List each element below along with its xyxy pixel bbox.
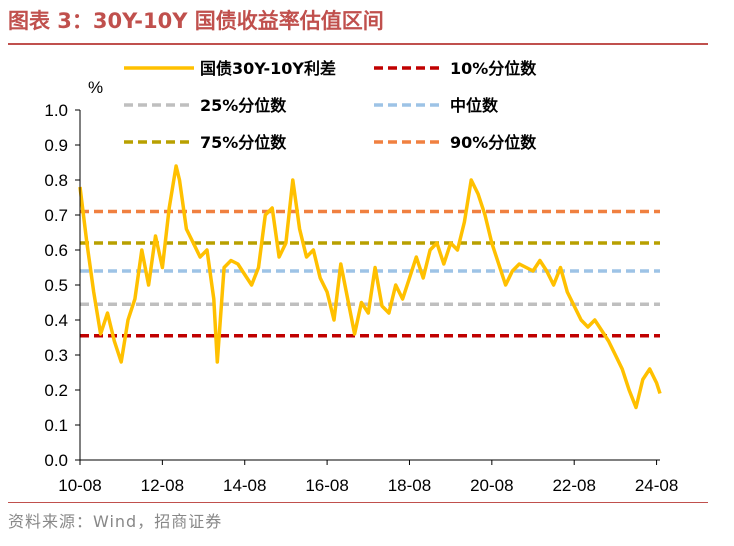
legend-label: 90%分位数 [450,133,537,152]
plot-area [78,164,662,410]
legend-label: 国债30Y-10Y利差 [200,59,336,78]
y-tick-label: 0.5 [44,276,68,295]
y-tick-label: 0.8 [44,171,68,190]
y-tick-label: 0.1 [44,416,68,435]
legend-label: 中位数 [450,96,499,115]
x-tick-label: 14-08 [223,476,266,495]
x-tick-label: 18-08 [388,476,431,495]
y-tick-label: 0.0 [44,451,68,470]
y-tick-label: 0.6 [44,241,68,260]
title-divider [8,43,708,45]
spread-series-line [78,164,662,410]
legend-label: 25%分位数 [200,96,287,115]
y-tick-label: 0.9 [44,136,68,155]
legend-label: 10%分位数 [450,59,537,78]
y-tick-label: 0.2 [44,381,68,400]
source-divider [8,502,708,503]
source-note: 资料来源：Wind，招商证券 [8,512,223,531]
legend-label: 75%分位数 [200,133,287,152]
y-tick-label: 0.7 [44,206,68,225]
x-tick-label: 10-08 [58,476,101,495]
axes: 0.0 0.1 0.2 0.3 0.4 0.5 0.6 0.7 0.8 0.9 1.0% 10-08 1… [44,78,678,495]
x-tick-label: 24-08 [635,476,678,495]
x-tick-label: 22-08 [552,476,595,495]
x-tick-label: 12-08 [141,476,184,495]
x-tick-label: 16-08 [305,476,348,495]
y-tick-label: 1.0 [44,101,68,120]
y-unit-label: % [88,78,103,97]
figure-title: 图表 3：30Y-10Y 国债收益率估值区间 [8,9,384,33]
x-tick-label: 20-08 [470,476,513,495]
legend: 国债30Y-10Y利差 10%分位数 25%分位数 中位数 75%分位数 90%分位数 [124,59,537,152]
y-tick-label: 0.3 [44,346,68,365]
y-tick-label: 0.4 [44,311,68,330]
